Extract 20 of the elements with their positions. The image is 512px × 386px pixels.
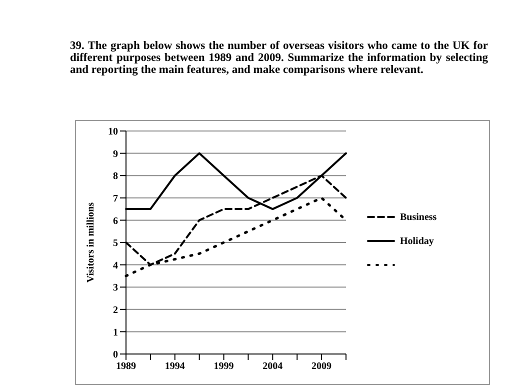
- y-tick-label: 5: [113, 238, 118, 250]
- y-tick-label: 8: [113, 171, 118, 182]
- y-tick-label: 4: [113, 260, 118, 272]
- x-tick-label: 1989: [116, 361, 136, 372]
- legend-label: Business: [400, 212, 437, 222]
- chart-title: 39. The graph below shows the number of overseas visitors who came to the UK for different purposes between 1989 and 2009. Summarize the information by selecting and reporting the main features, and make comparisons where relevant.: [69, 39, 489, 76]
- x-tick-label: 1999: [214, 361, 234, 372]
- y-tick-label: 3: [113, 282, 118, 294]
- y-axis-title: Visitors in millions: [86, 202, 97, 283]
- y-tick-label: 7: [113, 193, 118, 204]
- x-tick-label: 2009: [312, 361, 332, 372]
- x-tick-label: 1994: [164, 361, 185, 372]
- y-tick-label: 0: [113, 350, 118, 361]
- y-tick-label: 10: [108, 126, 118, 138]
- x-tick-label: 2004: [262, 361, 283, 372]
- y-tick-label: 1: [113, 327, 118, 338]
- y-tick-label: 6: [113, 216, 118, 227]
- y-tick-label: 9: [113, 148, 118, 160]
- legend-label: Holiday: [400, 236, 434, 246]
- y-tick-label: 2: [113, 304, 118, 316]
